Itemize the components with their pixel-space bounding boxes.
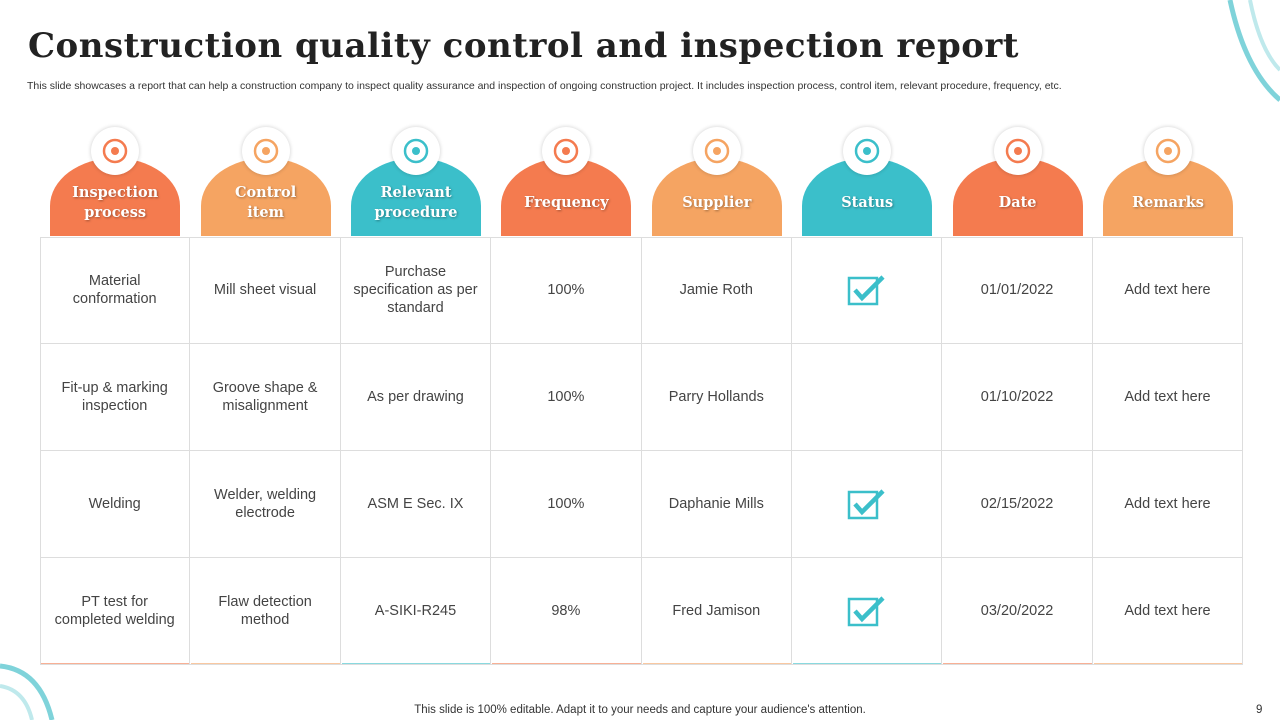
table-cell: 100% <box>491 451 642 558</box>
check-icon <box>847 489 885 520</box>
table-cell: Add text here <box>1092 344 1244 451</box>
table-cell: 02/15/2022 <box>942 451 1093 558</box>
table-cell: PT test for completed welding <box>40 558 191 665</box>
check-icon <box>847 275 885 306</box>
footer-note: This slide is 100% editable. Adapt it to… <box>414 704 866 716</box>
table-cell: Welder, welding electrode <box>190 451 341 558</box>
table-cell: Add text here <box>1092 237 1244 344</box>
status-cell <box>792 344 943 451</box>
column-header: Remarks <box>1103 158 1233 236</box>
table-cell: Fit-up & marking inspection <box>40 344 191 451</box>
icon <box>554 138 579 164</box>
icon <box>102 138 128 164</box>
title: Construction quality control and inspect… <box>28 26 1020 66</box>
check-icon <box>847 596 885 627</box>
table-border <box>40 237 1244 665</box>
page-number: 9 <box>1256 704 1263 716</box>
table-cell: Mill sheet visual <box>190 237 341 344</box>
table-cell: Daphanie Mills <box>641 451 792 558</box>
header-icon <box>843 127 892 175</box>
table-cell: Material conformation <box>40 237 191 344</box>
status-cell <box>792 451 943 558</box>
icon <box>704 138 730 164</box>
table-cell: Welding <box>40 451 191 558</box>
table-cell: 01/10/2022 <box>942 344 1093 451</box>
status-cell <box>792 558 943 665</box>
table-cell: As per drawing <box>340 344 492 451</box>
table-cell: Flaw detection method <box>190 558 341 665</box>
table-cell: A-SIKI-R245 <box>340 558 492 665</box>
icon <box>854 138 880 164</box>
corner-decoration <box>0 663 55 720</box>
header-icon <box>993 127 1042 175</box>
table-cell: ASM E Sec. IX <box>340 451 492 558</box>
table-cell: Add text here <box>1092 451 1244 558</box>
icon <box>403 138 429 164</box>
header-icon <box>91 127 140 175</box>
table-cell: 98% <box>491 558 642 665</box>
table-cell: 100% <box>491 344 642 451</box>
header-icon <box>692 127 741 175</box>
table-cell: Add text here <box>1092 558 1244 665</box>
table-cell: 03/20/2022 <box>942 558 1093 665</box>
table-cell: Fred Jamison <box>641 558 792 665</box>
icon <box>1155 138 1181 164</box>
icon <box>253 138 278 164</box>
subtitle: This slide showcases a report that can h… <box>27 80 1062 92</box>
icon <box>1005 138 1030 164</box>
table-cell: 01/01/2022 <box>942 237 1093 344</box>
status-cell <box>792 237 943 344</box>
table-cell: Groove shape & misalignment <box>190 344 341 451</box>
header-icon <box>1144 127 1192 175</box>
table-cell: Jamie Roth <box>641 237 792 344</box>
corner-decoration <box>1227 0 1280 102</box>
table-cell: Purchase specification as per standard <box>340 237 492 344</box>
table-cell: 100% <box>491 237 642 344</box>
header-icon <box>542 127 591 175</box>
header-icon <box>241 127 290 175</box>
header-icon <box>392 127 440 175</box>
table-cell: Parry Hollands <box>641 344 792 451</box>
